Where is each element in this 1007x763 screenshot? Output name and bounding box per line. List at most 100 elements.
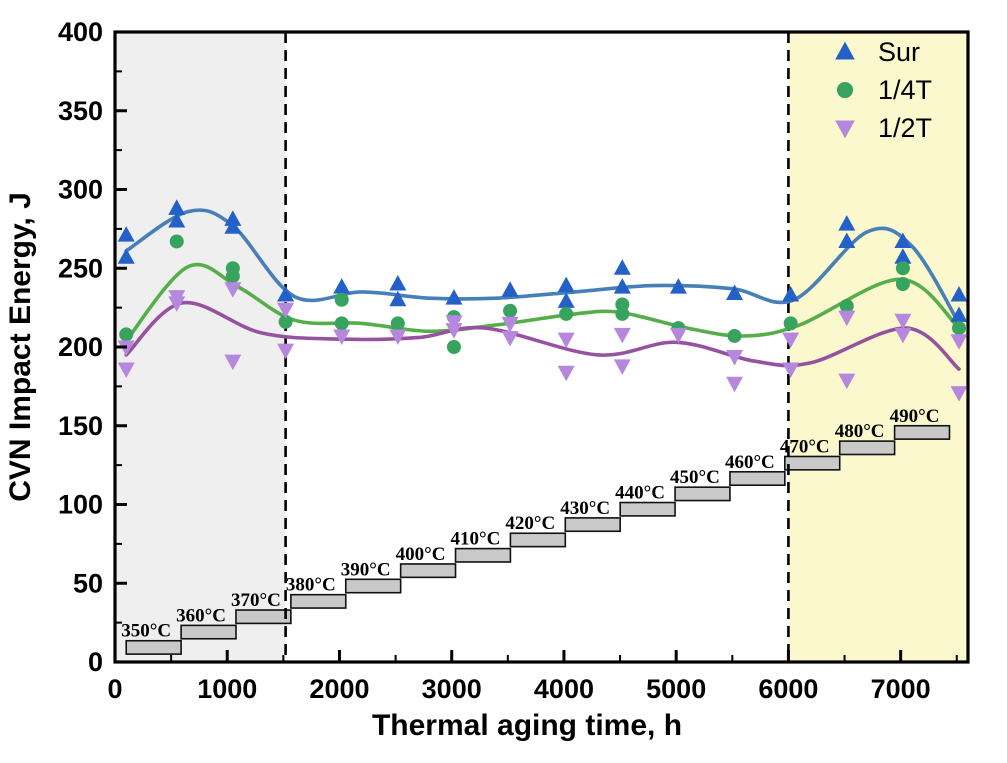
data-point-12t — [613, 359, 631, 375]
data-point-sur — [117, 248, 135, 264]
data-point-14t — [895, 277, 910, 291]
data-point-12t — [333, 329, 351, 345]
data-point-12t — [224, 354, 242, 371]
data-point-12t — [117, 362, 135, 379]
data-point-12t — [557, 365, 575, 382]
data-point-14t — [839, 299, 854, 314]
staircase-step-label: 470°C — [780, 436, 830, 457]
data-point-14t — [783, 316, 798, 331]
data-point-sur — [168, 212, 186, 228]
x-tick-label: 7000 — [871, 674, 931, 704]
staircase-step — [509, 532, 567, 548]
data-point-14t — [169, 234, 184, 249]
y-tick-label: 100 — [58, 490, 103, 520]
staircase-step-label: 440°C — [615, 483, 665, 504]
staircase-step — [235, 609, 292, 625]
staircase-step — [125, 639, 182, 655]
staircase-step — [344, 578, 402, 594]
staircase-step — [674, 486, 731, 502]
temperature-staircase: 350°C360°C370°C380°C390°C400°C410°C420°C… — [121, 406, 951, 655]
data-point-sur — [445, 289, 463, 305]
data-point-12t — [950, 334, 968, 350]
staircase-step-label: 390°C — [341, 559, 391, 580]
data-point-12t — [501, 316, 519, 333]
staircase-step — [399, 563, 457, 579]
data-point-12t — [501, 331, 519, 347]
legend: Sur 1/4T 1/2T — [835, 37, 932, 143]
staircase-step-label: 410°C — [451, 529, 501, 550]
fit-curve-12t — [124, 300, 961, 371]
staircase-step — [290, 593, 347, 609]
staircase-step-label: 360°C — [176, 605, 226, 626]
data-point-14t — [334, 316, 349, 331]
staircase-step-label: 370°C — [231, 590, 281, 611]
data-point-sur — [389, 290, 407, 307]
data-point-12t — [445, 323, 463, 339]
staircase-step — [893, 424, 951, 440]
staircase-step-label: 400°C — [396, 544, 446, 565]
staircase-step — [564, 517, 621, 533]
legend-label-14t: 1/4T — [878, 75, 932, 105]
legend-label-12t: 1/2T — [878, 113, 932, 143]
data-point-12t — [726, 349, 744, 366]
data-point-12t — [277, 343, 295, 360]
data-point-12t — [782, 362, 800, 379]
y-tick-label: 150 — [58, 411, 103, 441]
data-point-12t — [613, 327, 631, 344]
staircase-step-label: 480°C — [835, 421, 885, 442]
y-tick-label: 300 — [58, 175, 103, 205]
staircase-step — [784, 455, 841, 471]
data-point-14t — [446, 340, 461, 354]
data-point-14t — [727, 328, 742, 343]
data-point-sur — [224, 210, 242, 226]
y-tick-label: 0 — [88, 647, 103, 677]
data-point-14t — [615, 306, 630, 321]
data-point-12t — [726, 376, 744, 393]
data-point-12t — [782, 332, 800, 349]
data-point-sur — [894, 232, 912, 248]
data-point-14t — [334, 292, 349, 307]
data-point-12t — [838, 373, 856, 390]
data-point-12t — [894, 313, 912, 330]
x-tick-label: 2000 — [309, 674, 369, 704]
data-point-14t — [559, 306, 574, 321]
data-point-12t — [950, 386, 968, 402]
fit-curve-sur — [124, 208, 961, 326]
data-point-14t — [225, 269, 240, 284]
data-point-14t — [952, 321, 967, 336]
y-axis-title: CVN Impact Energy, J — [4, 192, 37, 502]
data-point-sur — [894, 248, 912, 264]
data-point-14t — [119, 327, 134, 342]
data-point-12t — [168, 296, 186, 312]
data-point-sur — [557, 276, 575, 293]
x-tick-label: 0 — [107, 674, 122, 704]
data-point-12t — [224, 282, 242, 298]
data-point-sur — [557, 292, 575, 308]
legend-marker-14t — [836, 81, 854, 99]
y-tick-label: 350 — [58, 96, 103, 126]
early-aging-band — [115, 32, 286, 662]
staircase-step-label: 420°C — [505, 513, 555, 534]
data-point-sur — [950, 306, 968, 322]
y-tick-label: 200 — [58, 332, 103, 362]
data-point-12t — [277, 302, 295, 319]
legend-marker-sur — [835, 41, 855, 60]
data-point-sur — [838, 232, 856, 248]
data-point-sur — [389, 275, 407, 291]
data-point-sur — [117, 226, 135, 242]
data-point-sur — [782, 286, 800, 302]
data-points — [117, 199, 968, 402]
data-point-sur — [838, 215, 856, 231]
legend-label-sur: Sur — [878, 37, 920, 67]
staircase-step-label: 350°C — [121, 621, 171, 642]
data-point-sur — [501, 281, 519, 297]
data-point-12t — [445, 315, 463, 331]
data-point-12t — [669, 327, 687, 344]
staircase-step-label: 490°C — [890, 406, 940, 427]
staircase-step-label: 430°C — [560, 498, 610, 519]
data-point-12t — [838, 310, 856, 327]
staircase-step — [619, 501, 676, 517]
data-point-14t — [895, 261, 910, 276]
